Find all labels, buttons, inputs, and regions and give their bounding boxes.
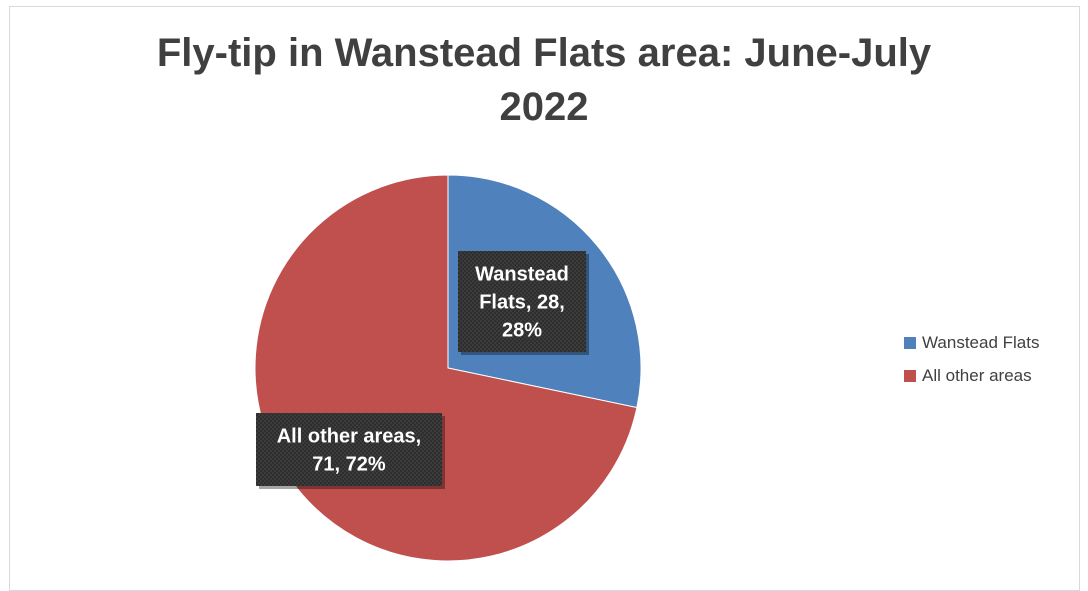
- data-label-text: Flats, 28,: [479, 292, 565, 314]
- data-label-box: [256, 413, 442, 486]
- legend-swatch-wanstead-flats: [904, 337, 916, 349]
- data-label-text: Wanstead: [475, 264, 569, 286]
- legend: Wanstead Flats All other areas: [904, 332, 1039, 398]
- data-label-text: 71, 72%: [312, 454, 386, 476]
- data-label-text: 28%: [502, 320, 542, 342]
- data-label-box: [458, 251, 586, 352]
- legend-label-all-other-areas: All other areas: [922, 366, 1032, 385]
- chart-title: Fly-tip in Wanstead Flats area: June-Jul…: [0, 26, 1088, 134]
- pie-data-labels: Wanstead Flats, 28, 28% All other areas, 71,…: [256, 251, 589, 489]
- data-label-text: All other areas,: [277, 426, 422, 448]
- pie-slices: [254, 174, 642, 562]
- legend-label-wanstead-flats: Wanstead Flats: [922, 333, 1040, 352]
- legend-swatch-all-other-areas: [904, 370, 916, 382]
- data-label-wanstead-flats: Wanstead Flats, 28, 28%: [458, 251, 589, 355]
- data-label-all-other-areas: All other areas, 71, 72%: [256, 413, 445, 489]
- legend-item-all-other-areas: All other areas: [904, 365, 1039, 387]
- legend-item-wanstead-flats: Wanstead Flats: [904, 332, 1039, 354]
- chart-title-text: Fly-tip in Wanstead Flats area: June-Jul…: [156, 31, 932, 129]
